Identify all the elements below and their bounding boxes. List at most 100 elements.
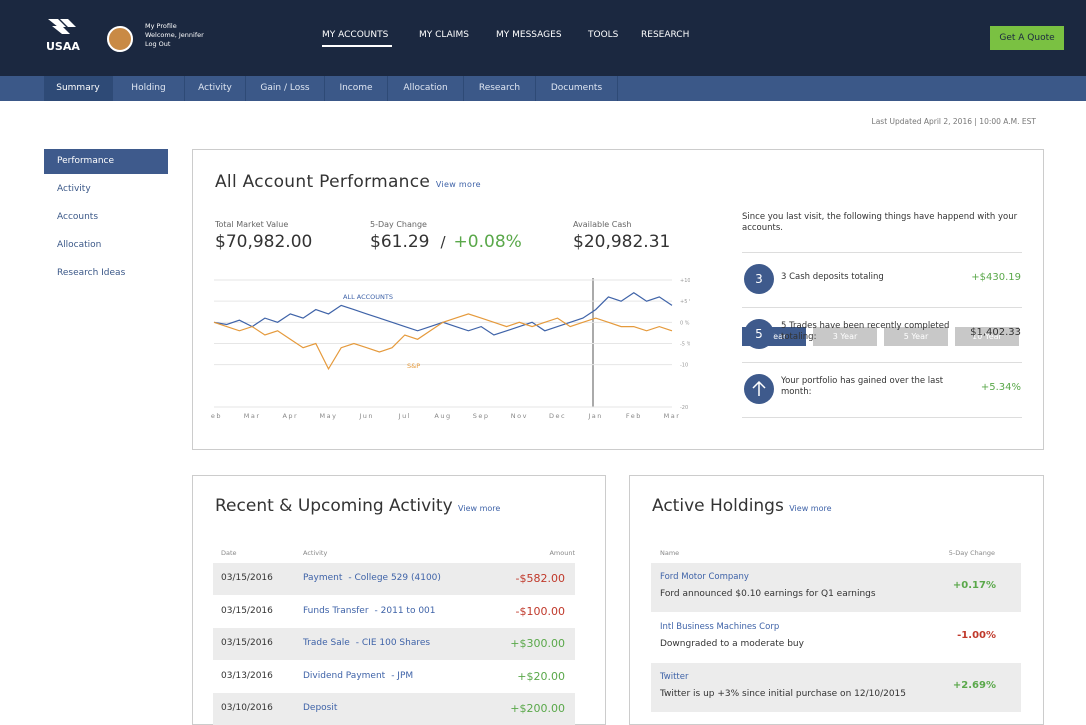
divider (742, 252, 1022, 253)
sidebar-link[interactable]: Research Ideas (57, 268, 126, 278)
tab[interactable]: Research (464, 76, 536, 101)
holding-name[interactable]: Ford Motor Company (660, 572, 749, 582)
nav-item[interactable]: TOOLS (588, 30, 619, 40)
annotation: S&P (407, 362, 420, 370)
activity: Dividend Payment - JPM (303, 671, 413, 681)
avatar[interactable] (107, 26, 133, 52)
activity-detail: - 2011 to 001 (374, 605, 436, 616)
tab[interactable]: Activity (185, 76, 246, 101)
column-header: Activity (303, 549, 328, 557)
card-title: Active Holdings View more (652, 496, 832, 516)
holdings-card: Active Holdings View more Name 5-Day Chan… (629, 475, 1044, 725)
badge (744, 374, 774, 404)
logout[interactable]: Log Out (145, 40, 171, 48)
activity-row: 03/15/2016 Payment - College 529 (4100) -$5… (213, 563, 575, 595)
holding-change: +2.69% (952, 680, 996, 691)
x-tick-label: Aug (434, 412, 451, 420)
holding-name[interactable]: Intl Business Machines Corp (660, 622, 780, 632)
sidebar-link[interactable]: Activity (57, 184, 91, 194)
divider (742, 362, 1022, 363)
activity-type[interactable]: Deposit (303, 703, 338, 713)
item-amount: +$430.19 (971, 272, 1021, 283)
activity-type[interactable]: Dividend Payment (303, 670, 386, 681)
x-tick-label: Jul (398, 412, 411, 420)
holding-row: Ford Motor Company Ford announced $0.10 e… (651, 563, 1021, 612)
title: Active Holdings (652, 496, 784, 516)
sidebar-link[interactable]: Accounts (57, 212, 99, 222)
divider (742, 307, 1022, 308)
sidebar-link[interactable]: Allocation (57, 240, 102, 250)
holding-change: +0.17% (952, 580, 996, 591)
y-tick-label: -20 % (680, 405, 690, 411)
date: 03/15/2016 (221, 638, 273, 648)
tab[interactable]: Holding (113, 76, 185, 101)
nav-item[interactable]: MY ACCOUNTS (322, 30, 389, 40)
x-tick-label: Feb (626, 412, 642, 420)
activity-type[interactable]: Funds Transfer (303, 605, 369, 616)
stat-label: Available Cash (573, 220, 632, 229)
title: Recent & Upcoming Activity (215, 496, 453, 516)
card-title: All Account Performance View more (215, 172, 481, 192)
amount: +$200.00 (510, 702, 565, 715)
item-text: 5 Trades have been recently completed to… (781, 321, 950, 342)
item-amount: +5.34% (980, 382, 1021, 393)
x-tick-label: Mar (664, 412, 681, 420)
holding-row: Twitter Twitter is up +3% since initial p… (651, 663, 1021, 712)
intro: Since you last visit, the following thin… (742, 212, 1018, 233)
activity-type[interactable]: Trade Sale (303, 638, 350, 648)
view-more[interactable]: View more (458, 504, 501, 513)
date: 03/13/2016 (221, 670, 273, 681)
period-button[interactable]: 3 Year (813, 327, 877, 346)
tab[interactable]: Allocation (388, 76, 464, 101)
holding-note: Twitter is up +3% since initial purchase… (660, 689, 907, 699)
badge: 5 (744, 319, 774, 349)
period-button[interactable]: 5 Year (884, 327, 948, 346)
percent: +0.08% (453, 232, 522, 252)
separator: / (440, 233, 446, 251)
amount: +$300.00 (510, 637, 565, 650)
welcome: Welcome, Jennifer (145, 31, 204, 39)
column-header: Amount (549, 549, 575, 557)
quote-button[interactable]: Get A Quote (990, 26, 1064, 50)
value: $61.29 (370, 232, 430, 252)
y-tick-label: -10 % (680, 363, 690, 369)
holding-name[interactable]: Twitter (660, 672, 689, 682)
stat-value: $20,982.31 (573, 232, 670, 252)
holding-note: Downgraded to a moderate buy (660, 639, 804, 649)
divider (742, 417, 1022, 418)
activity-type[interactable]: Payment (303, 573, 343, 583)
view-more[interactable]: View more (435, 180, 481, 189)
stat-value: $61.29 / +0.08% (370, 232, 522, 252)
tab-bar: Summary Holding Activity Gain / Loss Income A… (0, 76, 1086, 101)
profile-link[interactable]: My Profile (145, 22, 177, 30)
activity: Payment - College 529 (4100) (303, 573, 441, 583)
activity-row: 03/15/2016 Funds Transfer - 2011 to 001 -$1… (213, 596, 575, 628)
tab[interactable]: Gain / Loss (246, 76, 325, 101)
sidebar-link[interactable]: Performance (44, 149, 168, 174)
activity: Funds Transfer - 2011 to 001 (303, 606, 436, 616)
tab[interactable]: Income (325, 76, 388, 101)
nav-item[interactable]: RESEARCH (641, 30, 690, 40)
x-tick-label: May (320, 412, 338, 420)
x-tick-label: Jun (358, 412, 374, 420)
item-text: Your portfolio has gained over the last … (781, 376, 944, 397)
line-series (213, 313, 673, 371)
activity-row: 03/13/2016 Dividend Payment - JPM +$20.00 (213, 661, 575, 693)
performance-chart: +10 % +5 % 0 % -5 % -10 % -20 % Feb Mar Apr May Ju… (210, 278, 690, 420)
nav-item[interactable]: MY CLAIMS (419, 30, 469, 40)
activity-detail: - CIE 100 Shares (355, 638, 431, 648)
view-more[interactable]: View more (789, 504, 832, 513)
tab[interactable]: Documents (536, 76, 618, 101)
tab[interactable]: Summary (44, 76, 113, 101)
holding-change: -1.00% (957, 630, 996, 641)
amount: +$20.00 (517, 669, 565, 683)
nav-item[interactable]: MY MESSAGES (496, 30, 562, 40)
period-button[interactable]: 10 Year (955, 327, 1019, 346)
x-tick-label: Jan (587, 412, 603, 420)
item-amount: $1,402.33 (970, 327, 1021, 338)
last-updated: Last Updated April 2, 2016 | 10:00 A.M. … (871, 117, 1036, 126)
profile: My Profile Welcome, Jennifer Log Out (145, 22, 204, 49)
column-header: Name (660, 549, 680, 557)
date: 03/15/2016 (221, 573, 273, 583)
